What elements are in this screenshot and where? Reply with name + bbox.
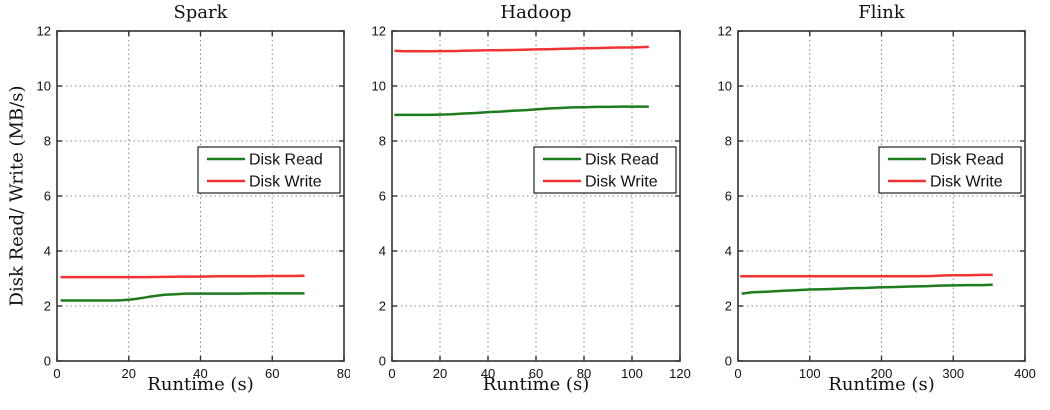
x-tick-label: 60 [529,366,543,381]
y-axis-label: Disk Read/ Write (MB/s) [6,85,28,307]
legend-box [533,146,677,194]
y-tick-label: 8 [44,134,51,149]
legend-label: Disk Read [930,152,1004,169]
y-tick-label: 10 [718,79,732,94]
chart-title-hadoop: Hadoop [500,2,572,23]
series-line-disk-read [741,283,993,295]
legend: Disk Read Disk Write [878,146,1022,194]
y-tick-label: 12 [372,24,386,39]
legend: Disk Read Disk Write [197,146,341,194]
plot-svg-spark: 0 20 40 60 80 0 2 4 6 8 10 12 Disk Read Disk Write [37,24,350,382]
x-tick-label: 120 [669,366,691,381]
y-tick-label: 10 [372,79,386,94]
series-line-disk-read [60,292,305,302]
x-tick-label: 200 [871,366,893,381]
y-tick-label: 6 [725,189,732,204]
x-tick-label: 0 [53,366,60,381]
x-axis-label-flink: Runtime (s) [828,374,935,395]
chart-spark: Spark Disk Read/ Write (MB/s) Runtime (s… [0,0,351,410]
x-tick-label: 80 [577,366,591,381]
x-tick-label: 20 [122,366,136,381]
chart-hadoop: Hadoop Runtime (s) 0 20 40 60 80 100 120 0 2 4 6 8 1… [350,0,700,410]
x-tick-label: 60 [265,366,279,381]
y-tick-label: 0 [379,354,386,369]
chart-flink: Flink Runtime (s) 0 100 200 300 400 0 2 4 6 8 10 12… [700,0,1050,410]
plot-svg-flink: 0 100 200 300 400 0 2 4 6 8 10 12 Disk Read Disk Writ… [718,24,1036,382]
x-tick-label: 20 [433,366,447,381]
x-tick-label: 40 [481,366,495,381]
y-tick-label: 8 [725,134,732,149]
series-line-disk-write [394,45,649,53]
x-tick-label: 80 [337,366,350,381]
plot-svg-hadoop: 0 20 40 60 80 100 120 0 2 4 6 8 10 12 Disk Read Disk Wr… [372,24,691,382]
x-tick-label: 40 [193,366,207,381]
x-tick-label: 400 [1014,366,1036,381]
y-tick-label: 4 [44,244,51,259]
x-axis-label-hadoop: Runtime (s) [482,374,590,395]
series-line-disk-write [60,274,305,279]
y-tick-label: 2 [725,299,732,314]
x-axis-label-spark: Runtime (s) [147,374,254,395]
y-tick-label: 4 [379,244,386,259]
legend-label: Disk Write [249,174,322,191]
y-tick-label: 12 [718,24,732,39]
chart-title-flink: Flink [858,2,905,23]
x-tick-label: 0 [388,366,395,381]
y-tick-label: 4 [725,244,732,259]
y-tick-label: 6 [44,189,51,204]
series-line-disk-read [394,105,649,117]
y-tick-label: 12 [37,24,51,39]
legend: Disk Read Disk Write [533,146,677,194]
legend-label: Disk Write [585,174,658,191]
legend-label: Disk Read [585,152,659,169]
legend-box [197,146,341,194]
x-tick-label: 300 [942,366,964,381]
chart-title-spark: Spark [173,2,228,23]
y-tick-label: 10 [37,79,51,94]
y-tick-label: 0 [725,354,732,369]
x-tick-label: 100 [799,366,821,381]
x-tick-label: 100 [621,366,643,381]
legend-label: Disk Write [930,174,1003,191]
y-tick-label: 8 [379,134,386,149]
legend-label: Disk Read [249,152,323,169]
y-tick-label: 6 [379,189,386,204]
y-tick-label: 2 [44,299,51,314]
legend-box [878,146,1022,194]
y-tick-label: 0 [44,354,51,369]
y-tick-label: 2 [379,299,386,314]
x-tick-label: 0 [734,366,741,381]
series-line-disk-write [740,273,993,278]
